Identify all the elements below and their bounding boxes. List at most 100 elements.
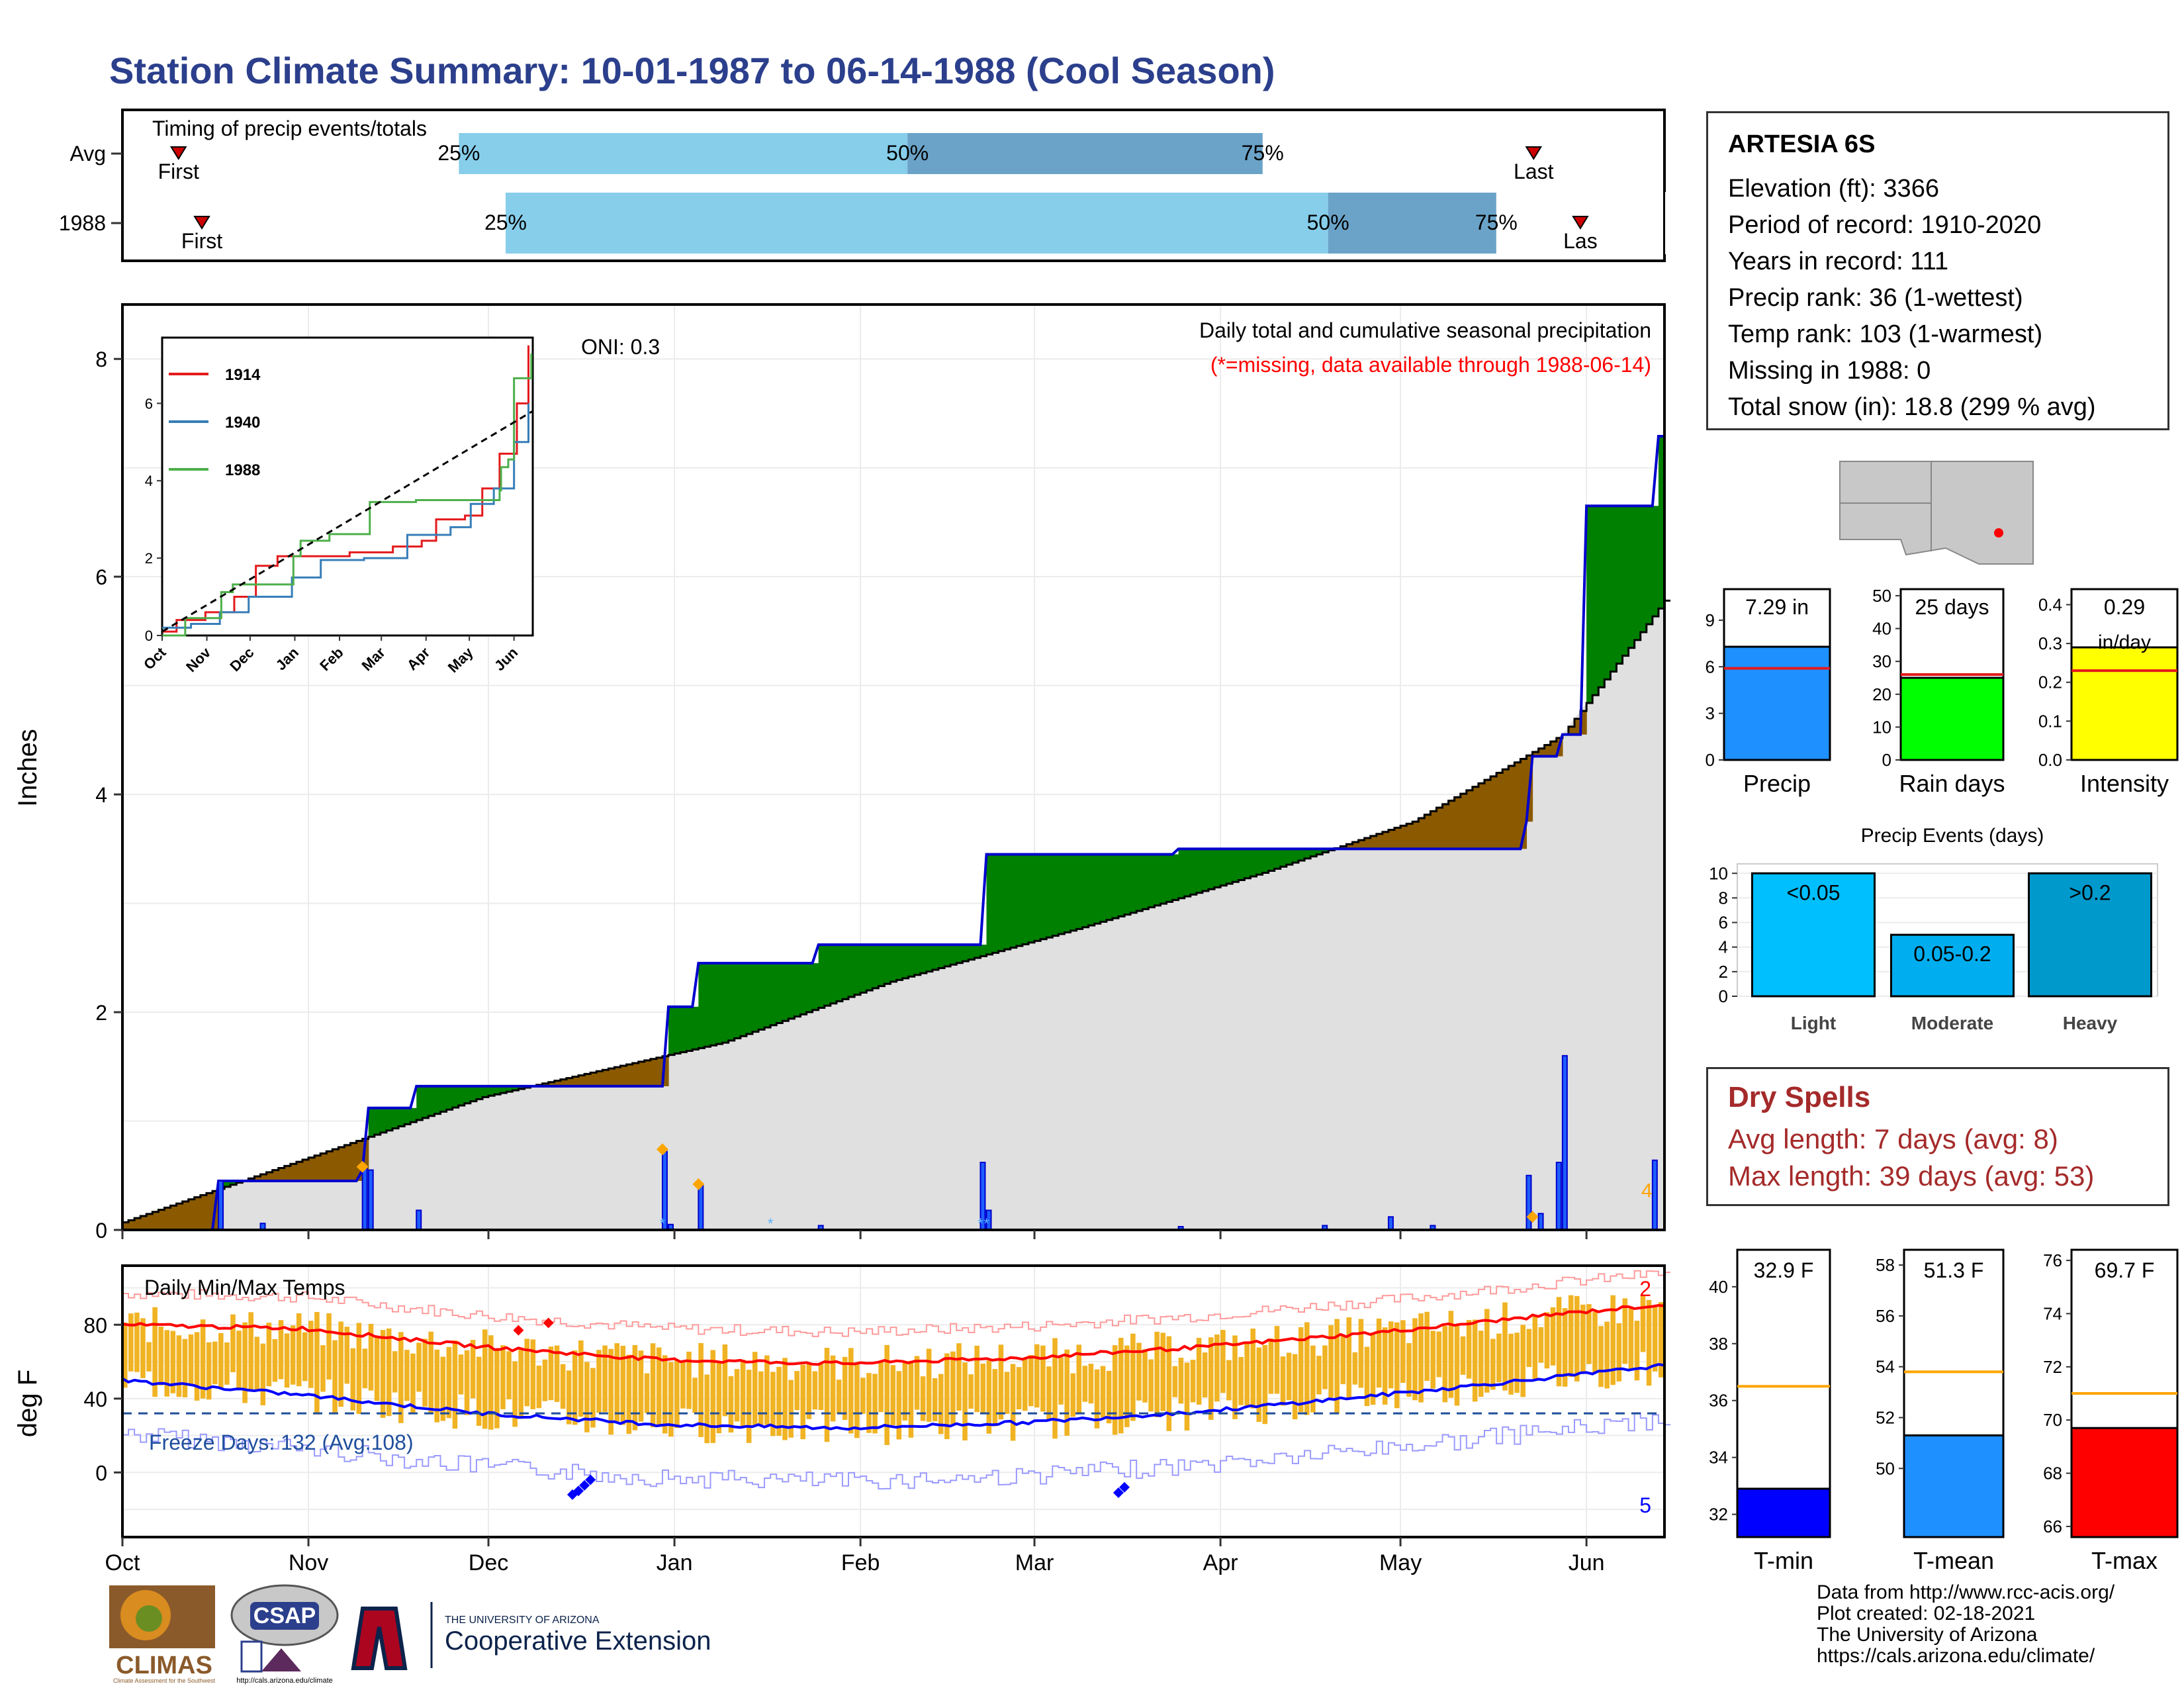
summary-bar-Rain days	[1899, 677, 2005, 761]
temp-summary-ytick-label: 76	[2043, 1250, 2062, 1270]
dry-spells-title: Dry Spells	[1728, 1081, 1871, 1113]
daily-temp-bar	[1310, 1345, 1316, 1413]
avg-low-line	[121, 1363, 1665, 1431]
summary-ytick-label: 0.4	[2038, 594, 2062, 614]
precip-departure-band	[1406, 823, 1413, 849]
daily-temp-bar	[1370, 1333, 1376, 1405]
precip-departure-band	[1022, 854, 1029, 945]
precip-departure-band	[1310, 849, 1317, 857]
precip-departure-band	[662, 1056, 669, 1086]
temp-summary-bars: 32.9 F 32 34 36 38 40 T-min 51.3 F 50 52 54 56 58 T-m…	[1709, 1248, 2179, 1574]
csap-logo-url: http://cals.arizona.edu/climate	[236, 1677, 333, 1685]
precip-departure-band	[176, 1203, 183, 1230]
precip-departure-band	[488, 1086, 495, 1096]
timing-pct-75: 75%	[1242, 141, 1284, 165]
precip-ytick-label: 4	[95, 783, 107, 807]
daily-temp-bar	[1484, 1309, 1490, 1393]
daily-temp-bar	[152, 1307, 158, 1397]
precip-departure-band	[800, 963, 807, 1015]
summary-value-label: 0.29	[2104, 595, 2145, 619]
summary-ytick-label: 40	[1872, 619, 1891, 639]
precip-departure-band	[1196, 849, 1203, 893]
summary-bar-Intensity	[2070, 646, 2179, 761]
precip-departure-band	[440, 1086, 447, 1112]
daily-temp-bar	[320, 1345, 326, 1392]
daily-temp-bar	[1136, 1342, 1142, 1401]
daily-temp-bar	[488, 1335, 494, 1430]
precip-departure-band	[1016, 854, 1023, 947]
precip-departure-band	[722, 963, 729, 1043]
precip-departure-band	[890, 945, 897, 982]
daily-temp-bar	[944, 1353, 950, 1440]
daily-temp-bar	[1322, 1345, 1328, 1389]
daily-temp-bar	[1334, 1319, 1340, 1414]
station-missing: Missing in 1988: 0	[1728, 357, 1931, 385]
precip-departure-band	[758, 963, 765, 1030]
snow-depth-marker: *	[768, 1215, 774, 1232]
daily-temp-bar	[176, 1335, 182, 1397]
daily-temp-bar	[596, 1350, 602, 1413]
precip-departure-band	[596, 1071, 603, 1086]
events-ytick-label: 2	[1719, 962, 1728, 982]
precip-departure-band	[632, 1062, 639, 1086]
daily-temp-bar	[1082, 1366, 1088, 1402]
daily-temp-bar	[560, 1364, 566, 1409]
first-event-marker	[193, 216, 210, 230]
daily-temp-bar	[770, 1372, 776, 1436]
precip-departure-band	[938, 945, 945, 968]
daily-temp-bar	[524, 1338, 529, 1407]
timing-panel: Timing of precip events/totals Avg 1988 …	[59, 109, 1692, 262]
daily-temp-bar	[1166, 1336, 1172, 1431]
daily-temp-bar	[1046, 1366, 1052, 1421]
daily-temp-bar	[842, 1356, 848, 1421]
daily-temp-bar	[374, 1336, 380, 1401]
precip-departure-band	[188, 1199, 195, 1230]
events-bar-label: 0.05-0.2	[1913, 942, 1991, 966]
station-years: Years in record: 111	[1728, 248, 1949, 275]
precip-departure-band	[914, 945, 921, 975]
summary-xlabel: Intensity	[2080, 770, 2169, 797]
daily-temp-bar	[1580, 1304, 1586, 1373]
daily-temp-bar	[1514, 1333, 1520, 1393]
daily-temp-bar	[308, 1321, 314, 1388]
precip-departure-band	[350, 1143, 357, 1181]
precip-departure-band	[560, 1079, 567, 1086]
events-title: Precip Events (days)	[1861, 825, 2044, 847]
precip-departure-band	[962, 945, 969, 962]
daily-temp-bar	[284, 1333, 290, 1388]
temp-xtick-label: Mar	[1015, 1550, 1054, 1575]
daily-temp-bar	[302, 1332, 308, 1382]
daily-temp-bar	[380, 1330, 386, 1418]
daily-temp-bar	[164, 1330, 170, 1397]
daily-temp-bar	[824, 1348, 830, 1442]
daily-temp-bar	[458, 1354, 464, 1395]
daily-temp-bar	[134, 1312, 140, 1372]
record-low-marker	[573, 1485, 584, 1497]
daily-temp-bar	[248, 1312, 253, 1389]
precip-departure-band	[518, 1086, 525, 1090]
precip-departure-band	[554, 1080, 561, 1086]
daily-temp-bar	[140, 1318, 146, 1378]
daily-temp-bar	[836, 1380, 842, 1414]
temp-summary-ytick-label: 72	[2043, 1357, 2062, 1377]
record-low-marker	[579, 1479, 590, 1491]
daily-temp-bar	[608, 1348, 614, 1435]
daily-temp-bar	[230, 1314, 236, 1372]
precip-departure-band	[830, 945, 837, 1004]
precip-departure-band	[1034, 854, 1041, 941]
daily-temp-bar	[1352, 1352, 1358, 1385]
record-high-marker	[543, 1317, 554, 1329]
precip-departure-band	[854, 945, 861, 995]
summary-ytick-label: 0.0	[2038, 750, 2062, 770]
precip-events-chart: Precip Events (days) 0 2 4 6 8 10 <0.05 Light 0.0…	[1709, 825, 2158, 1033]
precip-departure-band	[1622, 506, 1629, 656]
precip-departure-band	[392, 1107, 399, 1129]
precip-departure-band	[302, 1159, 309, 1181]
precip-departure-band	[1568, 726, 1575, 735]
precip-departure-band	[770, 963, 777, 1025]
precip-departure-band	[1592, 506, 1599, 696]
inset-xtick-label: Mar	[358, 644, 388, 675]
precip-departure-band	[158, 1209, 165, 1230]
events-bar-Light	[1751, 872, 1876, 998]
